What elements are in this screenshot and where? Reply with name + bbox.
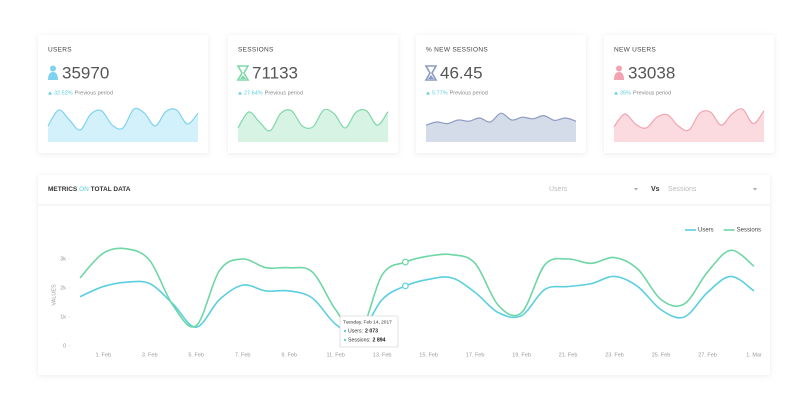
caret [634,188,638,191]
select-metric-b[interactable]: Sessions [668,186,697,193]
x-tick-label: 5. Feb [188,352,204,358]
x-tick-label: 27. Feb [698,352,717,358]
card-value: 33038 [628,63,675,82]
icon [614,72,624,80]
tooltip-value: 2 073 [365,328,378,334]
tooltip-value: 2 894 [373,337,386,343]
tooltip-dot [343,329,347,333]
select-metric-a[interactable]: Users [549,186,568,193]
change-arrow [48,91,52,95]
y-tick-label: 2k [60,285,66,291]
sparkline [237,108,389,132]
tooltip-dot [343,338,347,342]
icon [424,65,438,81]
icon [428,75,434,79]
tooltip-label: Users: [348,328,363,334]
legend-label: Sessions [737,228,761,234]
sparkline-area [426,113,576,142]
card-change: 35% [620,90,631,96]
icon [236,65,250,81]
card-label: % NEW SESSIONS [426,47,488,54]
sparkline-area [48,108,198,142]
change-arrow [614,91,618,95]
x-tick-label: 3. Feb [142,352,158,358]
metrics-panel [38,175,770,375]
card-value: 71133 [252,63,298,82]
x-tick-label: 21. Feb [559,352,578,358]
series-line [79,247,755,337]
x-tick-label: 23. Feb [605,352,624,358]
x-tick-label: 17. Feb [466,352,485,358]
card-value: 35970 [62,63,109,82]
card-change: 5.77% [432,90,448,96]
y-tick-label: 0 [63,343,66,349]
card-period: Previous period [75,90,113,96]
x-tick-label: 15. Feb [419,352,438,358]
hover-point [401,258,409,266]
vs-label: Vs [651,186,660,193]
card-label: USERS [48,47,72,54]
icon [240,75,246,79]
change-arrow [426,91,430,95]
card-period: Previous period [265,90,303,96]
x-tick-label: 25. Feb [652,352,671,358]
icon [616,65,622,72]
caret [753,188,757,191]
sparkline [425,112,577,126]
tooltip [339,315,399,348]
x-tick-label: 1. Mar [746,352,762,358]
y-axis-label: VALUES [51,284,57,306]
card-label: SESSIONS [238,47,274,54]
icon [50,65,56,72]
sparkline-area [238,109,388,142]
card-label: NEW USERS [614,47,656,54]
y-tick-label: 1k [60,314,66,320]
sparkline [613,108,765,132]
sparkline-area [614,108,764,142]
x-tick-label: 13. Feb [373,352,392,358]
x-tick-label: 7. Feb [235,352,251,358]
card-change: 27.64% [244,90,263,96]
tooltip-label: Sessions: [348,337,371,343]
card-change: 32.52% [54,90,73,96]
x-tick-label: 19. Feb [512,352,531,358]
x-tick-label: 9. Feb [281,352,297,358]
x-tick-label: 1. Feb [95,352,111,358]
title-part: ON [79,186,89,193]
sparkline [47,107,199,131]
legend-label: Users [698,228,714,234]
card-period: Previous period [633,90,671,96]
tooltip-date: Tuesday, Feb 14, 2017 [343,319,392,325]
change-arrow [238,91,242,95]
hover-point [401,282,409,290]
y-tick-label: 3k [60,256,66,262]
panel-title: METRICS ON TOTAL DATA [48,186,131,193]
title-part: TOTAL DATA [91,186,131,193]
card-value: 46.45 [440,63,483,82]
title-part: METRICS [48,186,78,193]
x-tick-label: 11. Feb [327,352,345,358]
icon [48,72,58,80]
card-period: Previous period [450,90,488,96]
